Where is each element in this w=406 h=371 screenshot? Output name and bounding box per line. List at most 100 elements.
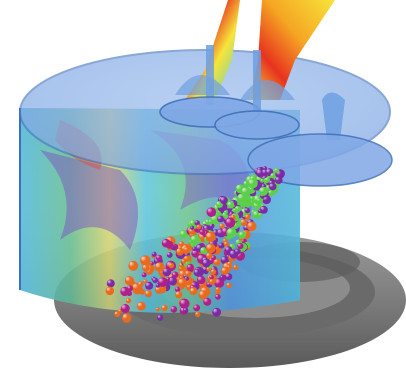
droplet-highlight <box>215 294 219 298</box>
droplet-highlight <box>265 177 268 181</box>
droplet-highlight <box>274 168 278 171</box>
droplet-highlight <box>184 276 188 280</box>
droplet-highlight <box>157 315 161 319</box>
droplet-highlight <box>180 230 185 236</box>
droplet-highlight <box>145 290 150 295</box>
droplet-highlight <box>209 223 213 227</box>
droplet-highlight <box>118 309 121 312</box>
droplet-highlight <box>209 279 213 283</box>
droplet-highlight <box>114 311 118 315</box>
droplet-highlight <box>107 280 112 285</box>
droplet-highlight <box>239 232 244 236</box>
droplet-highlight <box>182 259 185 262</box>
droplet-highlight <box>187 264 191 269</box>
droplet-highlight <box>259 187 265 193</box>
droplet-highlight <box>269 183 274 188</box>
droplet-highlight <box>155 263 161 268</box>
valve-intake-right <box>214 50 300 140</box>
droplet-highlight <box>226 283 230 286</box>
droplet-highlight <box>155 286 160 291</box>
droplet-highlight <box>253 211 258 216</box>
droplet-highlight <box>231 215 234 218</box>
droplet-highlight <box>202 266 207 271</box>
droplet-highlight <box>225 273 230 278</box>
droplet-highlight <box>207 208 213 214</box>
droplet-highlight <box>205 219 209 223</box>
droplet-highlight <box>250 196 253 199</box>
droplet-highlight <box>126 298 130 302</box>
droplet-highlight <box>265 185 269 189</box>
droplet-highlight <box>163 268 168 273</box>
droplet-highlight <box>275 177 280 181</box>
droplet-highlight <box>156 283 159 286</box>
droplet-highlight <box>217 229 223 234</box>
droplet-highlight <box>230 250 235 255</box>
droplet-highlight <box>263 166 266 169</box>
droplet-highlight <box>227 202 232 206</box>
droplet-highlight <box>261 184 265 188</box>
droplet-highlight <box>224 241 227 245</box>
droplet-highlight <box>125 277 131 282</box>
droplet-highlight <box>266 169 271 173</box>
droplet-highlight <box>213 230 217 234</box>
droplet-highlight <box>227 265 230 268</box>
droplet-highlight <box>167 252 171 256</box>
droplet-highlight <box>141 256 147 262</box>
droplet-highlight <box>190 226 193 229</box>
droplet-highlight <box>196 244 201 249</box>
droplet-highlight <box>158 278 164 284</box>
droplet-highlight <box>219 224 223 227</box>
droplet-highlight <box>166 277 169 280</box>
droplet-highlight <box>244 225 248 229</box>
droplet-highlight <box>191 236 196 241</box>
droplet-highlight <box>197 276 202 281</box>
droplet-highlight <box>200 247 205 252</box>
droplet-highlight <box>219 243 223 247</box>
droplet-highlight <box>153 278 156 281</box>
droplet-highlight <box>248 179 254 185</box>
droplet-highlight <box>137 302 143 307</box>
droplet-highlight <box>223 263 229 268</box>
droplet-highlight <box>211 269 215 273</box>
droplet-highlight <box>142 273 145 276</box>
droplet-highlight <box>258 209 261 212</box>
droplet-highlight <box>143 279 146 282</box>
droplet-highlight <box>199 291 205 296</box>
droplet-highlight <box>206 253 210 257</box>
droplet-highlight <box>171 306 175 311</box>
droplet-highlight <box>221 267 226 272</box>
droplet-highlight <box>196 225 200 228</box>
droplet-highlight <box>203 259 208 264</box>
droplet-highlight <box>142 265 147 269</box>
droplet-highlight <box>206 244 212 250</box>
droplet-highlight <box>223 238 226 242</box>
droplet-highlight <box>247 222 253 228</box>
droplet-highlight <box>225 247 230 251</box>
droplet-highlight <box>156 307 159 310</box>
droplet-highlight <box>145 282 150 287</box>
droplet-highlight <box>227 261 231 265</box>
droplet-highlight <box>237 243 242 247</box>
droplet-highlight <box>236 239 240 243</box>
droplet-highlight <box>224 210 227 213</box>
droplet-highlight <box>222 227 227 233</box>
droplet-highlight <box>179 241 183 245</box>
droplet-highlight <box>184 247 188 251</box>
droplet-highlight <box>209 275 212 278</box>
droplet-highlight <box>194 305 198 309</box>
droplet-highlight <box>195 220 198 224</box>
droplet-highlight <box>269 180 273 184</box>
droplet-highlight <box>194 269 199 274</box>
droplet-highlight <box>203 225 208 230</box>
droplet-highlight <box>106 287 111 292</box>
droplet-highlight <box>216 287 219 291</box>
droplet-highlight <box>175 287 179 290</box>
droplet-highlight <box>245 208 248 212</box>
droplet-highlight <box>229 244 233 248</box>
droplet-highlight <box>121 304 127 310</box>
droplet-highlight <box>200 229 203 233</box>
droplet-highlight <box>127 286 131 289</box>
droplet-highlight <box>190 220 194 225</box>
droplet-highlight <box>138 281 142 285</box>
droplet-highlight <box>240 219 245 224</box>
